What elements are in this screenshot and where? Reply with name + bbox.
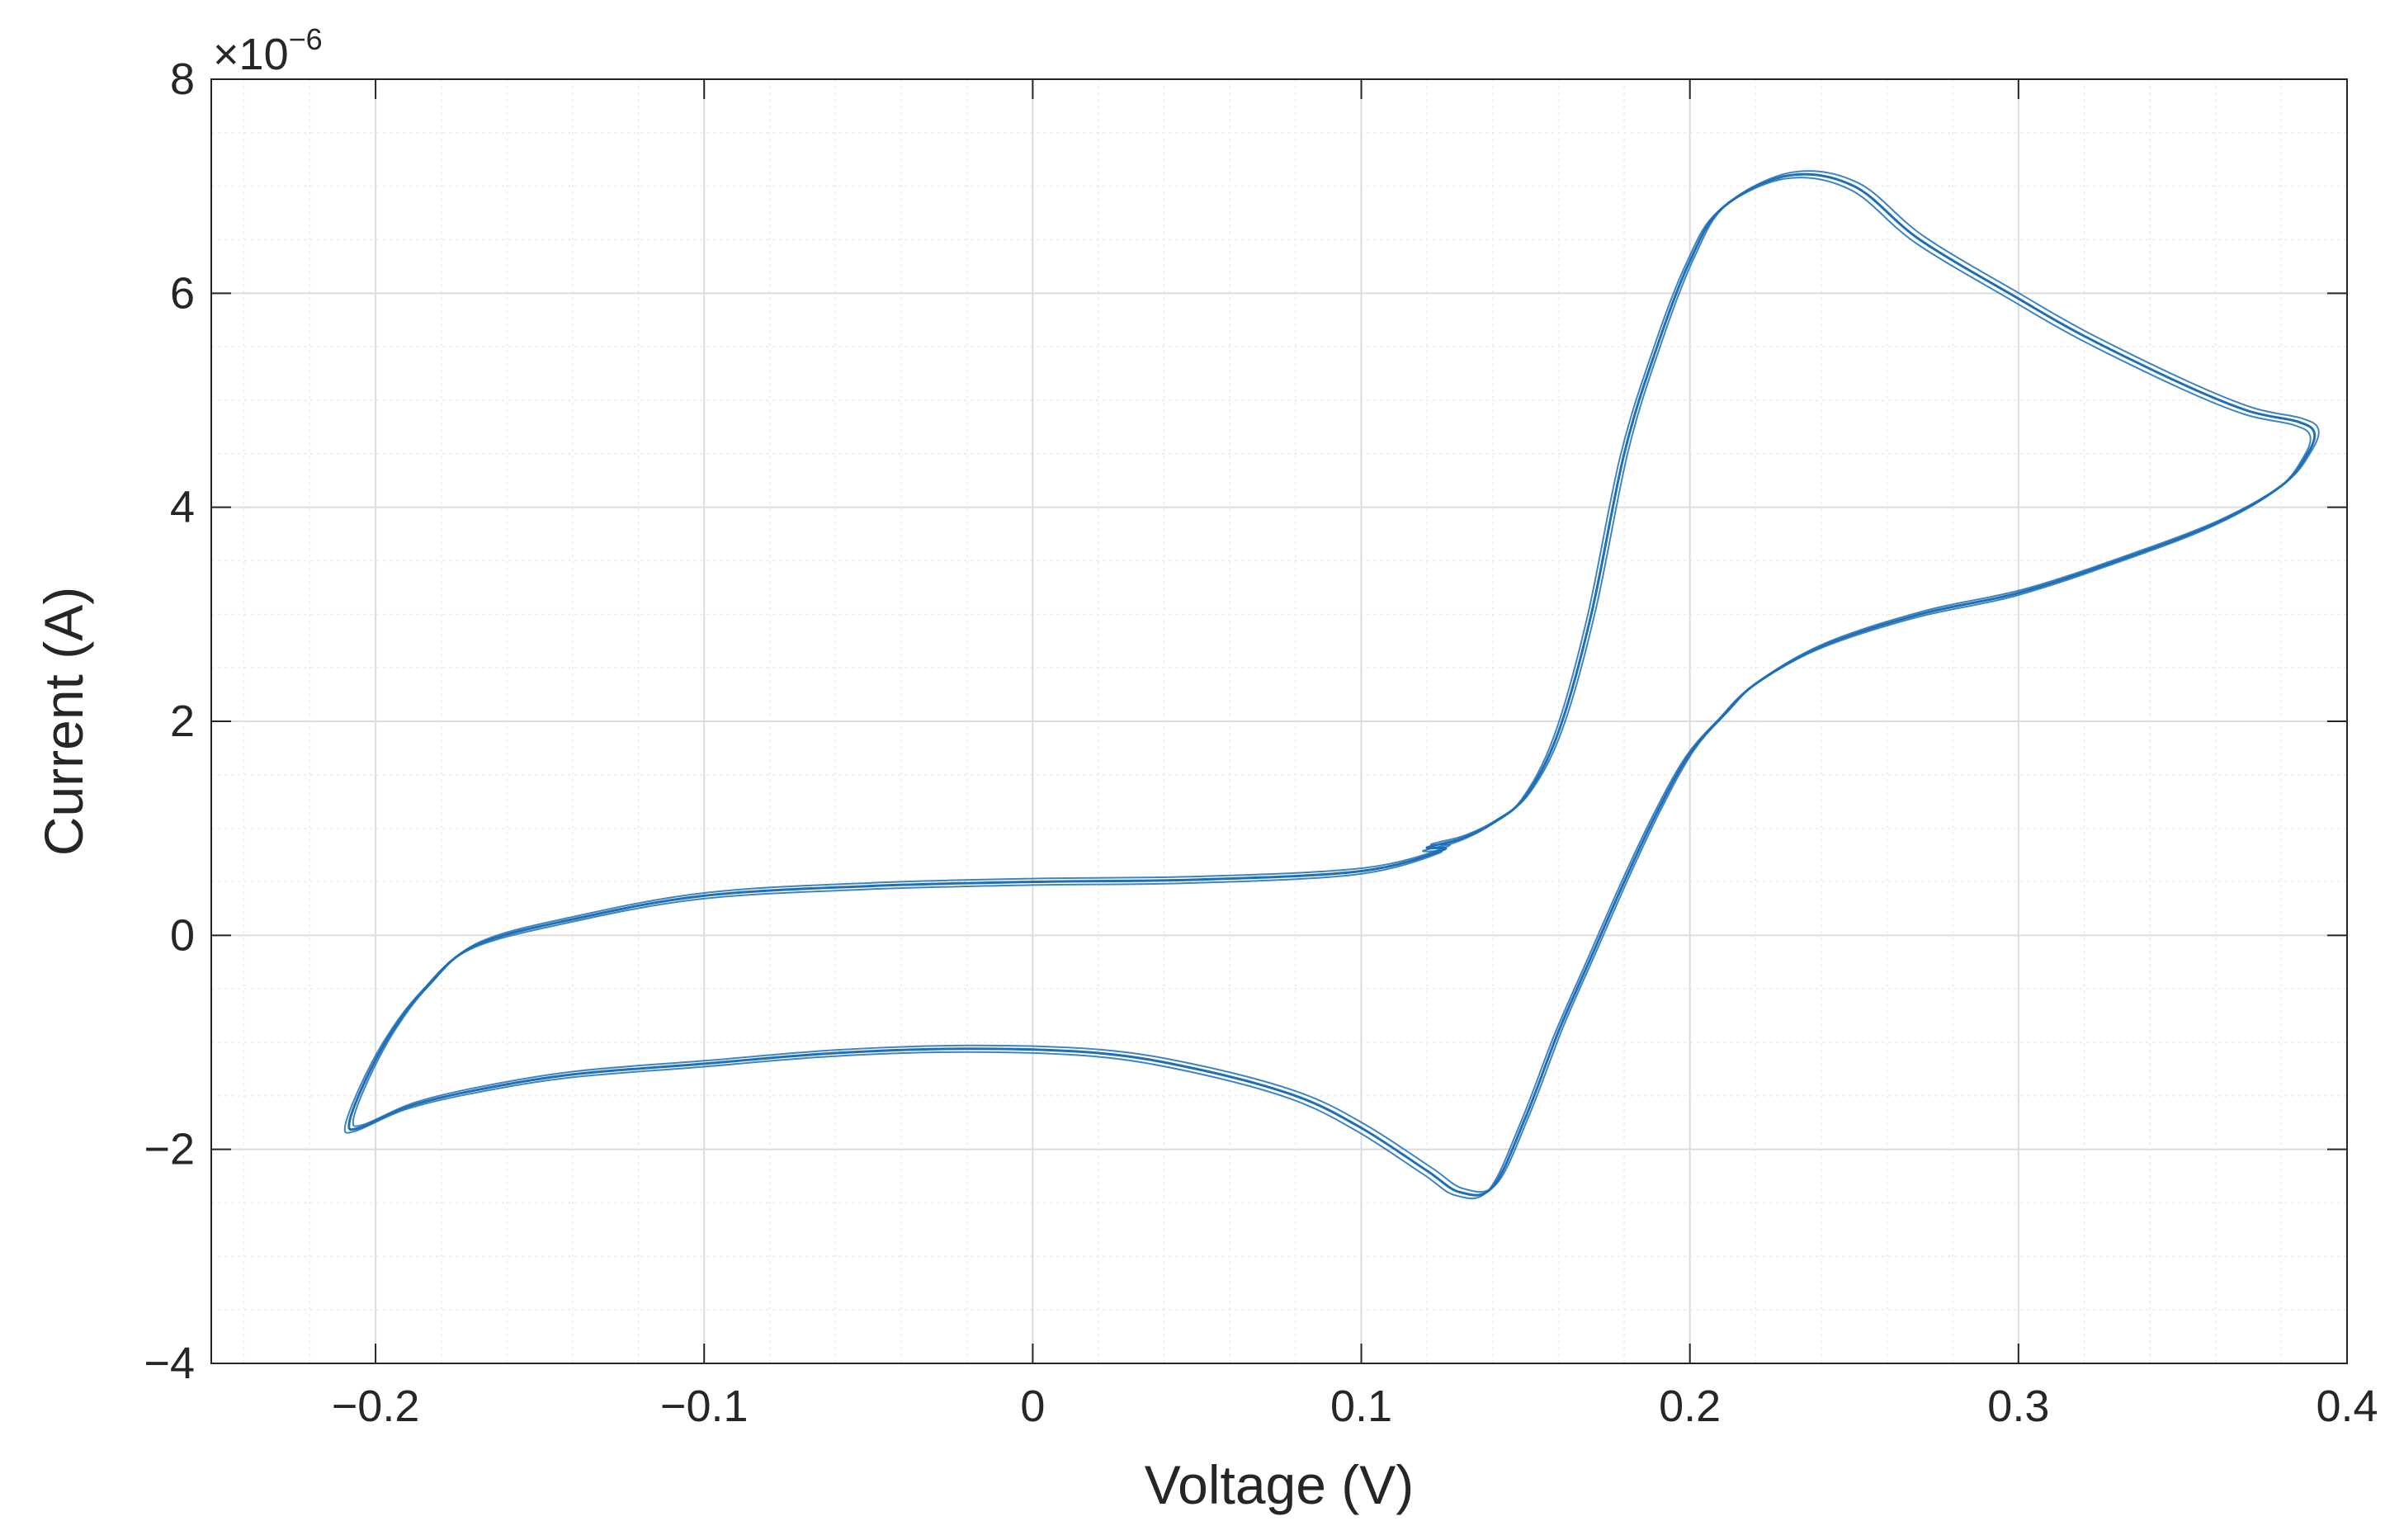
exponent-power: −6: [289, 22, 323, 56]
x-tick-label: 0.1: [1330, 1382, 1392, 1431]
y-tick-label: 4: [170, 483, 195, 532]
y-tick-label: 2: [170, 697, 195, 746]
x-tick-label: −0.1: [660, 1382, 749, 1431]
series-line: [352, 170, 2320, 1193]
ticks-layer: [211, 78, 2348, 1364]
y-exponent-label: ×10−6: [213, 22, 323, 79]
y-tick-label: 8: [170, 54, 195, 104]
series-line: [343, 177, 2312, 1200]
x-tick-label: 0: [1020, 1382, 1045, 1431]
x-tick-label: 0.3: [1987, 1382, 2049, 1431]
x-axis-label: Voltage (V): [1145, 1454, 1415, 1515]
x-tick-label: 0.2: [1659, 1382, 1721, 1431]
y-tick-label: 0: [170, 910, 195, 960]
tick-labels-layer: −0.2 −0.1 0 0.1 0.2 0.3 0.4 −4 −2 0 2 4 6 8: [144, 54, 2378, 1431]
exponent-times: ×10: [213, 30, 289, 79]
y-tick-label: 6: [170, 268, 195, 318]
x-tick-label: −0.2: [332, 1382, 420, 1431]
y-axis-label: Current (A): [33, 587, 94, 856]
y-tick-label: −4: [144, 1339, 195, 1388]
series-layer: [343, 170, 2320, 1200]
y-tick-label: −2: [144, 1125, 195, 1174]
x-tick-label: 0.4: [2316, 1382, 2378, 1431]
